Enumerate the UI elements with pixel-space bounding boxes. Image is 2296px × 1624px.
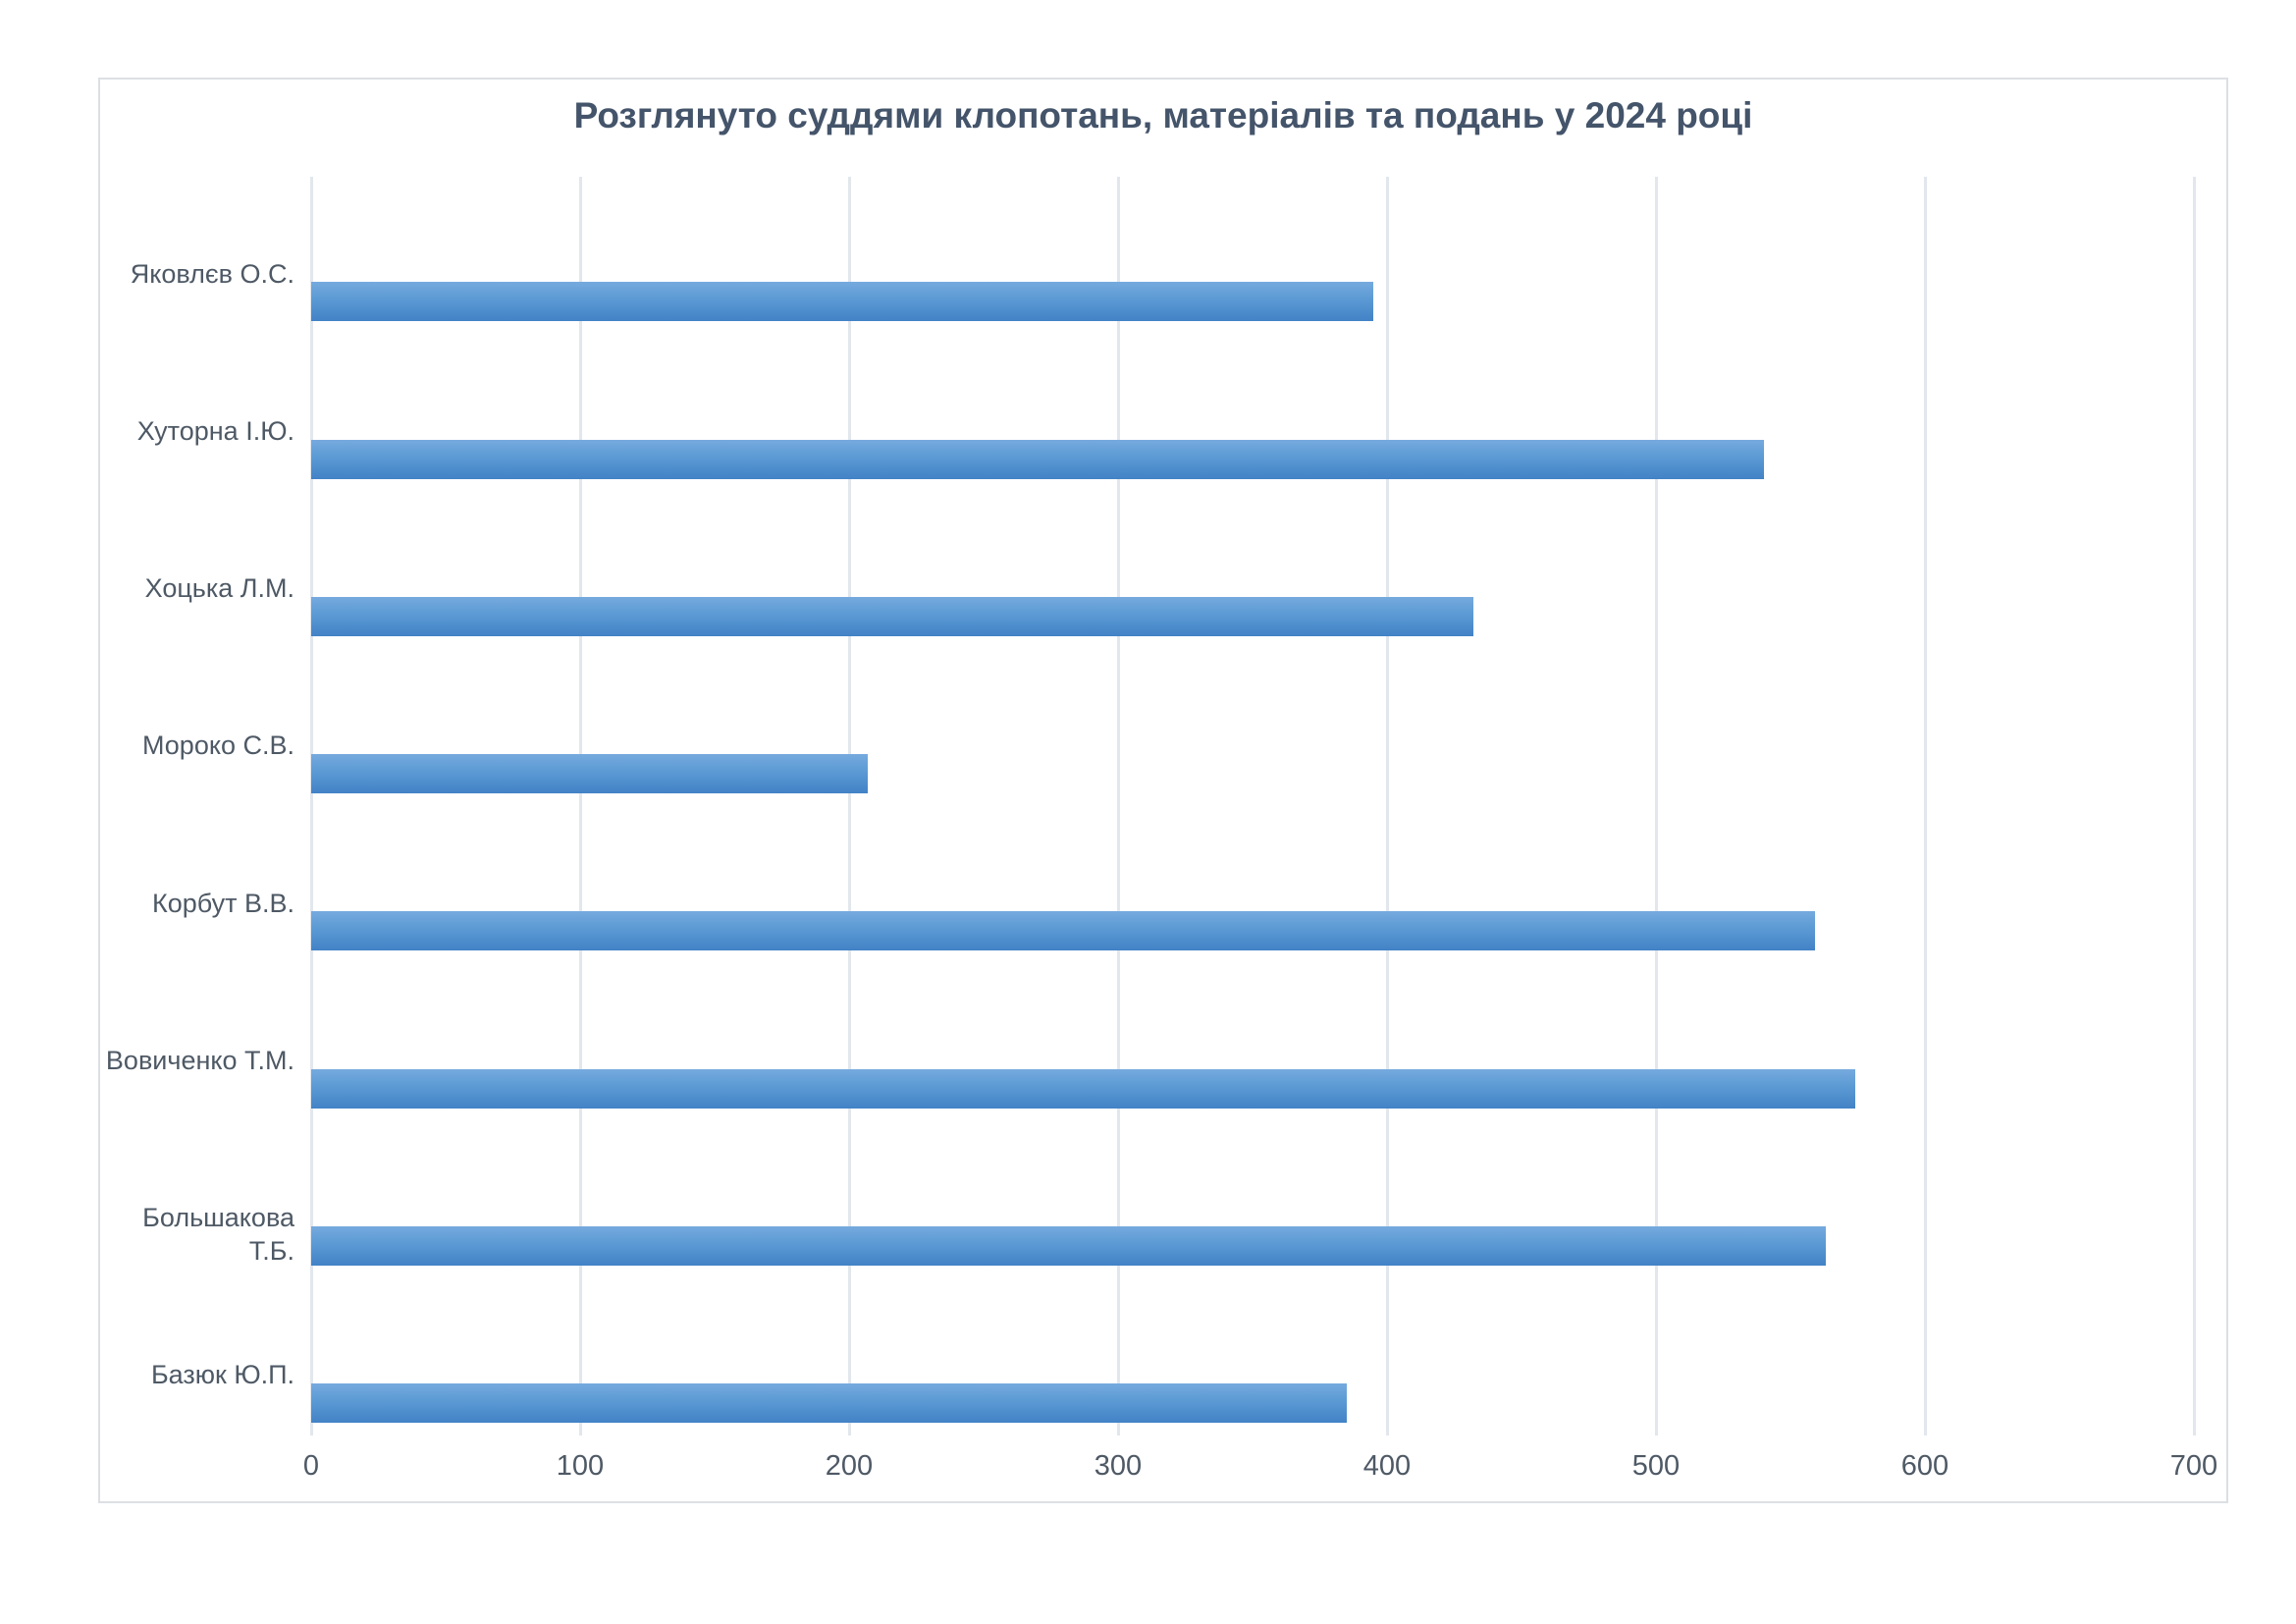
gridline	[309, 177, 313, 1435]
x-tick-label: 400	[1362, 1450, 1412, 1482]
gridline	[578, 177, 582, 1435]
category-label: Яковлєв О.С.	[130, 258, 294, 289]
x-tick-label: 100	[556, 1450, 605, 1482]
x-tick-label: 300	[1094, 1450, 1143, 1482]
category-label: Мороко С.В.	[142, 731, 294, 761]
category-label: Хуторна І.Ю.	[136, 415, 294, 446]
gridline	[2192, 177, 2196, 1435]
gridline	[1116, 177, 1120, 1435]
bar	[311, 1383, 1347, 1424]
chart-title: Розглянуто суддями клопотань, матеріалів…	[573, 95, 1753, 135]
category-label: Корбут В.В.	[151, 888, 294, 918]
x-tick-label: 200	[825, 1450, 874, 1482]
bar	[311, 1068, 1855, 1109]
chart-frame: Розглянуто суддями клопотань, матеріалів…	[98, 78, 2228, 1503]
x-tick-label: 600	[1900, 1450, 1949, 1482]
bar	[311, 439, 1764, 479]
gridline	[1385, 177, 1389, 1435]
x-tick-label: 500	[1631, 1450, 1681, 1482]
category-label: Хоцька Л.М.	[144, 573, 294, 604]
category-label: Большакова Т.Б.	[142, 1203, 294, 1267]
bar	[311, 754, 869, 794]
bar	[311, 1225, 1826, 1266]
x-tick-label: 0	[302, 1450, 320, 1482]
category-label: Базюк Ю.П.	[150, 1360, 294, 1390]
plot-area	[309, 177, 2196, 1435]
bar	[311, 596, 1473, 636]
gridline	[1923, 177, 1927, 1435]
x-tick-label: 700	[2169, 1450, 2218, 1482]
gridline	[847, 177, 851, 1435]
bar	[311, 282, 1374, 322]
gridline	[1654, 177, 1658, 1435]
category-label: Вовиченко Т.М.	[105, 1045, 294, 1075]
bar	[311, 911, 1815, 951]
